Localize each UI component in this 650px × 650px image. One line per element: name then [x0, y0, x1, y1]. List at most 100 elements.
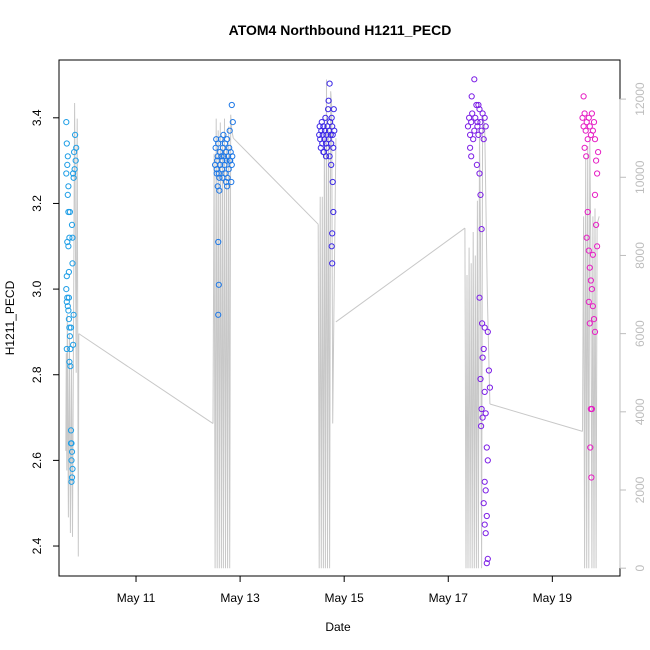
data-point-flight5-13 [591, 136, 599, 143]
data-point-flight4-5 [469, 110, 476, 117]
data-point-flight3-32 [326, 80, 333, 87]
data-point-flight5-38 [583, 234, 590, 241]
data-point-flight1-31 [68, 474, 76, 481]
data-point-flight1-23 [63, 345, 70, 353]
data-point-flight1-18 [65, 316, 73, 323]
x-tick-label-3: May 15 [325, 591, 365, 605]
data-point-flight1-44 [70, 341, 77, 348]
chart-title: ATOM4 Northbound H1211_PECD [229, 22, 452, 38]
data-point-flight1-40 [71, 149, 78, 156]
data-point-flight2-40 [215, 238, 222, 246]
data-point-flight4-34 [478, 405, 485, 413]
data-point-flight5-15 [594, 170, 601, 177]
data-point-flight2-42 [215, 311, 222, 318]
data-point-flight5-36 [589, 251, 597, 258]
data-point-flight4-41 [482, 487, 489, 494]
data-point-flight1-24 [66, 358, 73, 365]
data-point-flight1-32 [68, 478, 75, 485]
data-point-flight1-7 [64, 191, 71, 198]
data-point-flight2-46 [219, 174, 226, 181]
y2-tick-label-6: 10000 [633, 160, 647, 194]
data-point-flight1-25 [67, 363, 74, 370]
altitude-transit-2 [232, 137, 319, 225]
y-tick-label-2: 2.6 [30, 452, 44, 469]
data-point-flight4-13 [477, 119, 484, 126]
data-point-flight4-20 [471, 76, 478, 83]
data-point-flight2-43 [224, 183, 231, 190]
data-point-flight4-4 [468, 119, 475, 126]
x-tick-label-5: May 19 [533, 591, 573, 605]
plot-frame [58, 59, 621, 577]
data-point-flight4-17 [481, 114, 488, 121]
data-point-flight4-30 [480, 345, 487, 353]
data-point-flight5-10 [588, 110, 596, 117]
data-point-flight1-39 [72, 131, 79, 138]
data-point-flight4-18 [482, 123, 489, 130]
data-point-flight3-16 [323, 144, 331, 151]
data-point-flight3-35 [330, 208, 337, 216]
data-point-flight3-29 [330, 106, 337, 113]
data-point-flight5-8 [586, 123, 593, 130]
data-point-flight4-43 [483, 512, 490, 520]
data-point-flight5-20 [591, 191, 599, 198]
data-point-flight5-21 [593, 221, 600, 228]
data-point-flight1-37 [72, 157, 79, 164]
altitude-line-flight5 [582, 138, 600, 569]
data-point-flight5-14 [593, 157, 600, 164]
data-point-flight5-6 [584, 136, 591, 143]
data-point-flight2-39 [213, 170, 220, 177]
data-point-flight4-3 [467, 131, 474, 138]
data-point-flight1-13 [63, 286, 70, 293]
data-point-flight4-42 [480, 500, 487, 507]
y-axis-left: 2.4 2.6 2.8 3.0 3.2 3.4 [30, 109, 60, 554]
data-point-flight5-19 [583, 153, 590, 160]
data-point-flight5-26 [588, 286, 596, 293]
data-point-flight4-38 [483, 444, 490, 451]
data-point-flight1-47 [66, 208, 74, 216]
data-point-flight3-30 [331, 127, 338, 134]
data-point-flight2-32 [228, 178, 235, 186]
data-point-flight1-4 [64, 153, 71, 160]
altitude-line-flight1 [65, 102, 80, 557]
data-point-flight4-14 [478, 127, 485, 134]
data-point-flight5-22 [594, 243, 601, 250]
data-point-flight4-24 [476, 170, 483, 177]
data-point-flight4-10 [474, 123, 481, 130]
altitude-line-flight3 [317, 79, 337, 569]
data-point-flight4-22 [468, 153, 475, 160]
data-point-flight5-34 [587, 444, 594, 451]
y-tick-label-3: 2.8 [30, 366, 44, 383]
data-point-flight2-2 [212, 144, 219, 151]
y-tick-label-6: 3.4 [30, 109, 44, 126]
data-point-flight2-45 [226, 157, 233, 164]
data-point-flight5-17 [580, 93, 587, 100]
data-point-flight1-22 [67, 345, 74, 353]
data-point-flight2-29 [226, 127, 233, 134]
data-point-flight4-45 [482, 530, 489, 537]
data-point-flight4-52 [475, 101, 482, 109]
altitude-transit-3 [335, 227, 466, 323]
data-point-flight5-30 [585, 298, 592, 305]
data-point-flight4-36 [478, 423, 485, 430]
data-point-flight4-35 [479, 414, 486, 421]
data-point-flight5-11 [589, 127, 597, 134]
data-point-flight1-46 [65, 243, 72, 250]
data-point-flight2-17 [220, 131, 227, 138]
data-point-flight5-18 [581, 144, 588, 151]
x-axis-label: Date [325, 620, 351, 634]
data-point-flight3-31 [325, 97, 332, 104]
data-point-flight3-33 [328, 161, 335, 168]
y2-tick-label-3: 4000 [633, 398, 647, 425]
y2-tick-label-4: 6000 [633, 320, 647, 347]
data-point-flight1-16 [64, 303, 71, 310]
data-point-flight2-41 [215, 281, 222, 288]
data-point-flight3-13 [322, 114, 329, 121]
data-point-flight1-35 [70, 174, 77, 181]
y2-tick-label-1: 0 [633, 565, 647, 572]
altitude-series [65, 79, 600, 569]
data-point-flight1-28 [68, 448, 76, 455]
data-point-flight1-41 [70, 170, 77, 177]
data-point-flight1-17 [65, 307, 72, 314]
data-point-flight1-6 [65, 183, 72, 190]
data-point-flight4-9 [473, 101, 480, 109]
